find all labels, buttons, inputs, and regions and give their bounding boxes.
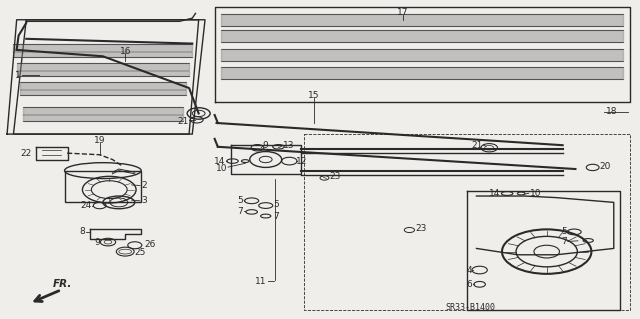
Text: 21: 21 — [472, 141, 483, 150]
Text: 14: 14 — [214, 157, 225, 166]
Text: 20: 20 — [600, 162, 611, 171]
Text: 22: 22 — [20, 149, 31, 158]
Text: 7: 7 — [237, 207, 243, 216]
Text: 23: 23 — [329, 172, 340, 181]
Text: 25: 25 — [135, 248, 146, 257]
Text: 7: 7 — [273, 211, 279, 220]
Text: 14: 14 — [489, 189, 500, 198]
Text: 9: 9 — [94, 238, 100, 247]
Text: 18: 18 — [606, 108, 618, 116]
Text: 17: 17 — [397, 8, 409, 17]
Text: 2: 2 — [141, 181, 147, 190]
Text: 8: 8 — [79, 227, 85, 236]
Text: 10: 10 — [529, 189, 541, 198]
Text: 10: 10 — [216, 164, 227, 173]
Text: 1: 1 — [15, 71, 21, 80]
Text: 15: 15 — [308, 92, 319, 100]
Text: 5: 5 — [237, 196, 243, 205]
Text: 11: 11 — [255, 277, 266, 286]
Text: 26: 26 — [145, 240, 156, 249]
Text: 4: 4 — [467, 265, 472, 275]
Text: 9: 9 — [262, 141, 268, 150]
Text: 16: 16 — [120, 47, 131, 56]
Text: SR33-B1400: SR33-B1400 — [445, 303, 495, 312]
Bar — [65, 171, 141, 202]
Text: 3: 3 — [141, 196, 147, 205]
Text: 5: 5 — [561, 227, 567, 236]
Text: FR.: FR. — [53, 279, 72, 289]
Text: 12: 12 — [296, 157, 308, 166]
Text: 24: 24 — [80, 201, 92, 210]
Text: 13: 13 — [283, 141, 294, 150]
Text: 6: 6 — [466, 280, 472, 289]
Text: 23: 23 — [416, 224, 427, 233]
Text: 21: 21 — [178, 117, 189, 126]
Text: 5: 5 — [273, 200, 279, 209]
Text: 7: 7 — [561, 237, 567, 246]
Text: 19: 19 — [94, 136, 106, 145]
